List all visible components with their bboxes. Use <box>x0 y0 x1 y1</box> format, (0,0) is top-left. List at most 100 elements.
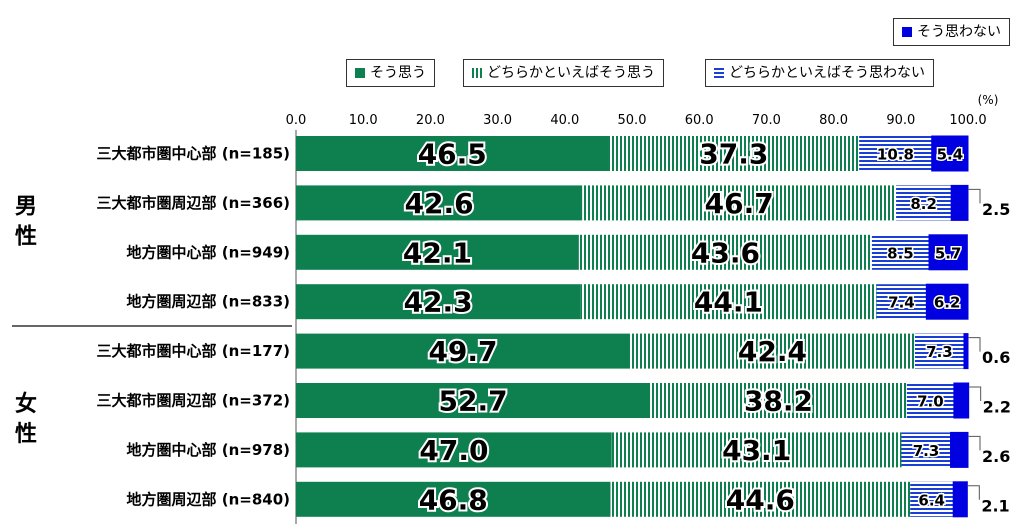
data-label: 44.1 <box>694 286 763 319</box>
bar-segment-1 <box>296 333 630 369</box>
data-label: 42.6 <box>405 187 474 220</box>
bar-segment-1 <box>296 234 579 270</box>
data-label: 42.4 <box>738 335 807 368</box>
bar-segment-1 <box>296 284 581 320</box>
category-label: 地方圏周辺部 (n=833) <box>127 293 291 311</box>
leader-line <box>968 386 982 401</box>
unit-label: (%) <box>978 93 999 107</box>
data-label: 5.4 <box>937 146 964 164</box>
bar-segment-4 <box>950 431 969 468</box>
legend-item-soshomou: そう思う <box>346 59 435 87</box>
bar-segment-2 <box>610 481 911 517</box>
data-label: 46.7 <box>705 187 774 220</box>
data-label: 42.1 <box>403 236 472 269</box>
leader-line <box>968 188 981 204</box>
data-label: 7.3 <box>926 343 953 361</box>
category-label: 地方圏中心部 (n=978) <box>127 441 291 459</box>
legend-label: どちらかといえばそう思わない <box>729 65 925 81</box>
x-tick-label: 50.0 <box>618 113 647 128</box>
group-label: 女性 <box>15 391 37 447</box>
legend-item-soshomowanai: そう思わない <box>893 18 1010 46</box>
x-tick-label: 100.0 <box>949 113 986 128</box>
data-label: 6.2 <box>934 294 961 312</box>
data-label: 37.3 <box>699 138 768 171</box>
data-label: 8.2 <box>910 195 937 213</box>
bar-segment-1 <box>296 432 612 468</box>
legend-label: どちらかといえばそう思う <box>487 65 655 81</box>
category-label: 三大都市圏中心部 (n=177) <box>97 342 291 360</box>
category-label: 地方圏中心部 (n=949) <box>127 243 291 261</box>
data-label: 52.7 <box>439 385 508 418</box>
group-label: 男性 <box>15 195 37 250</box>
x-tick-label: 90.0 <box>886 113 915 128</box>
category-label: 地方圏周辺部 (n=840) <box>127 490 291 508</box>
data-label: 7.3 <box>913 442 940 460</box>
x-tick-label: 60.0 <box>685 113 714 128</box>
legend-item-dochiraka-soshomou: どちらかといえばそう思う <box>463 59 664 87</box>
data-label: 44.6 <box>726 483 795 516</box>
data-label: 43.6 <box>691 236 760 269</box>
bar-segment-2 <box>578 234 872 270</box>
legend-swatch-solid-blue <box>902 27 912 37</box>
bar-segment-1 <box>296 383 651 418</box>
bar-segment-2 <box>582 185 897 221</box>
data-label: 8.5 <box>887 244 914 262</box>
data-label: 6.4 <box>918 491 945 509</box>
bar-segment-3 <box>876 284 927 320</box>
legend-swatch-solid-green <box>355 68 365 78</box>
legend-label: そう思う <box>370 65 426 81</box>
data-label: 49.7 <box>428 335 497 368</box>
data-label: 7.0 <box>917 393 944 411</box>
data-label: 10.8 <box>877 146 914 164</box>
data-label: 2.2 <box>983 398 1011 417</box>
data-label: 2.5 <box>982 200 1010 219</box>
bar-segment-3 <box>871 234 930 270</box>
bar-segment-4 <box>950 184 969 221</box>
data-label: 0.6 <box>982 348 1010 367</box>
data-label: 46.8 <box>419 483 488 516</box>
x-tick-label: 40.0 <box>550 113 579 128</box>
data-label: 38.2 <box>744 385 813 418</box>
x-tick-label: 20.0 <box>416 113 445 128</box>
leader-line <box>968 435 981 451</box>
bar-segment-2 <box>611 432 902 468</box>
x-tick-label: 70.0 <box>752 113 781 128</box>
bar-segment-3 <box>914 333 964 369</box>
leader-line <box>967 485 980 500</box>
legend-item-dochiraka-soshomowanai: どちらかといえばそう思わない <box>705 59 934 87</box>
bar-segment-3 <box>896 185 952 221</box>
category-label: 三大都市圏周辺部 (n=372) <box>97 392 291 410</box>
data-label: 5.7 <box>935 244 962 262</box>
data-label: 47.0 <box>419 434 488 467</box>
legend-swatch-vertical-lines <box>472 68 482 78</box>
bar-segment-3 <box>901 432 951 468</box>
x-tick-label: 0.0 <box>286 113 307 128</box>
x-tick-label: 10.0 <box>349 113 378 128</box>
data-label: 7.4 <box>888 294 915 312</box>
bar-segment-3 <box>859 136 932 171</box>
leader-line <box>968 337 981 352</box>
category-label: 三大都市圏中心部 (n=185) <box>97 145 291 163</box>
bar-segment-2 <box>650 383 907 418</box>
data-label: 2.6 <box>982 447 1010 466</box>
bar-segment-1 <box>296 481 611 517</box>
bar-segment-1 <box>296 136 609 171</box>
data-label: 42.3 <box>404 286 473 319</box>
data-label: 43.1 <box>722 434 791 467</box>
x-tick-label: 80.0 <box>819 113 848 128</box>
bar-segment-3 <box>910 481 954 517</box>
bar-segment-1 <box>296 185 583 221</box>
category-label: 三大都市圏周辺部 (n=366) <box>97 194 291 212</box>
bar-segment-3 <box>906 383 954 418</box>
data-label: 46.5 <box>418 138 487 171</box>
data-label: 2.1 <box>981 496 1009 515</box>
x-tick-label: 30.0 <box>483 113 512 128</box>
bar-segment-2 <box>580 284 877 320</box>
bar-segment-4 <box>953 382 970 419</box>
bar-segment-2 <box>629 333 915 369</box>
bar-segment-4 <box>931 135 969 172</box>
legend-swatch-horizontal-lines <box>714 68 724 78</box>
bar-segment-4 <box>963 333 969 370</box>
bar-segment-4 <box>928 234 968 271</box>
